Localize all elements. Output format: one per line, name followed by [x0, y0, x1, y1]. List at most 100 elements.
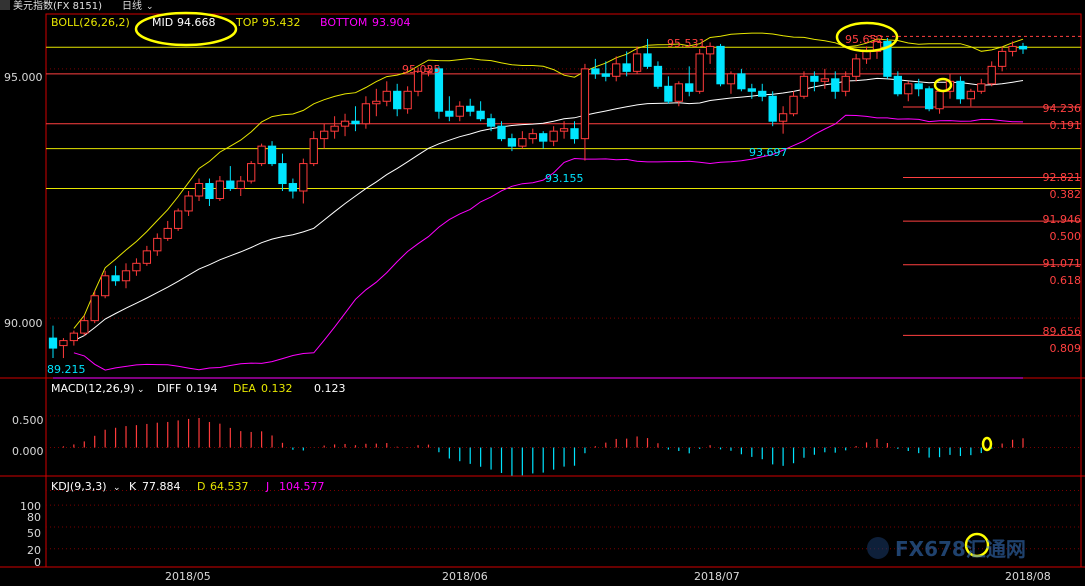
period-label[interactable]: 日线	[122, 0, 142, 12]
candle-down	[956, 80, 965, 100]
fib-price-0382: 92.821	[1043, 171, 1082, 184]
candle-down	[486, 118, 496, 127]
watermark: FX678汇通网	[867, 537, 1026, 561]
candle-down	[622, 63, 631, 72]
candle-down	[810, 75, 819, 82]
candle-down	[591, 68, 600, 75]
diff-value: 0.194	[186, 382, 218, 395]
candle-up	[257, 145, 266, 165]
price-tick-90: 90.000	[4, 317, 43, 330]
candle-down	[497, 125, 506, 140]
price-reference-lines	[46, 35, 1081, 336]
fib-price-0809: 89.656	[1043, 325, 1082, 338]
candle-down	[914, 83, 923, 90]
candle-up	[372, 100, 381, 105]
top-value: 95.432	[262, 16, 301, 29]
fib-ratio-0191: 0.191	[1050, 119, 1082, 132]
macd-histogram	[62, 417, 1024, 476]
macd-grid	[46, 415, 1081, 449]
candle-up	[247, 163, 256, 182]
candle-up	[194, 183, 204, 197]
candle-up	[361, 103, 371, 125]
candle-up	[705, 45, 715, 55]
candle-up	[174, 210, 183, 229]
start-low-annotation: 89.215	[47, 363, 86, 376]
candle-down	[445, 110, 454, 117]
low-annotation-2: 93.697	[749, 146, 788, 159]
candle-up	[632, 53, 642, 72]
mid-label: MID	[152, 16, 173, 29]
boll-mid-line	[73, 77, 1024, 342]
macd-tick-050: 0.500	[12, 414, 44, 427]
candle-down	[768, 95, 777, 122]
candle-up	[299, 163, 308, 192]
candle-down	[111, 275, 120, 282]
candle-up	[966, 90, 975, 100]
dea-label: DEA	[233, 382, 256, 395]
chevron-down-icon[interactable]: ⌄	[113, 483, 121, 493]
kdj-tick-20: 20	[27, 544, 41, 557]
candle-up	[580, 68, 590, 140]
fib-ratio-0382: 0.382	[1050, 188, 1082, 201]
macd-header: MACD(12,26,9) ⌄ DIFF 0.194 DEA 0.132 0.1…	[51, 382, 346, 395]
d-value: 64.537	[210, 480, 249, 493]
candle-down	[653, 65, 663, 87]
candle-down	[476, 110, 485, 120]
candle-up	[215, 180, 225, 199]
candle-up	[59, 340, 68, 347]
candles	[48, 36, 1028, 359]
candle-down	[226, 180, 235, 190]
candle-up	[330, 125, 339, 132]
diff-label: DIFF	[157, 382, 181, 395]
candle-up	[69, 332, 79, 342]
marker-circle	[933, 77, 953, 93]
boll-lines	[73, 32, 1024, 371]
x-tick-2018-06: 2018/06	[442, 570, 488, 583]
candle-up	[320, 130, 329, 140]
candle-down	[737, 73, 746, 90]
boll-name: BOLL(26,26,2)	[51, 16, 130, 29]
candle-up	[987, 65, 996, 85]
chevron-down-icon[interactable]: ⌄	[146, 2, 154, 12]
x-tick-2018-08: 2018/08	[1005, 570, 1051, 583]
fib-labels: 94.236 0.191 92.821 0.382 91.946 0.500 9…	[1043, 102, 1082, 355]
kdj-grid	[46, 490, 1081, 550]
candle-up	[674, 83, 683, 102]
candle-up	[977, 83, 986, 92]
fib-ratio-0618: 0.618	[1050, 274, 1082, 287]
candle-down	[664, 85, 673, 102]
candle-up	[236, 180, 245, 190]
candle-down	[758, 90, 767, 97]
kdj-tick-80: 80	[27, 511, 41, 524]
k-value: 77.884	[142, 480, 181, 493]
kdj-tick-50: 50	[27, 527, 41, 540]
candle-up	[695, 53, 704, 92]
candle-up	[612, 63, 621, 77]
candle-up	[862, 50, 871, 60]
candle-up	[904, 83, 913, 95]
x-tick-2018-05: 2018/05	[165, 570, 211, 583]
candle-up	[820, 78, 829, 82]
candle-up	[413, 70, 423, 92]
boll-top-line	[73, 32, 1024, 329]
candle-down	[685, 83, 694, 92]
candle-down	[278, 163, 287, 185]
candle-up	[403, 90, 412, 110]
candle-down	[831, 78, 840, 92]
candle-up	[935, 90, 944, 110]
fib-price-0500: 91.946	[1043, 213, 1082, 226]
candle-down	[893, 75, 902, 95]
candle-up	[1008, 45, 1017, 52]
x-tick-2018-07: 2018/07	[694, 570, 740, 583]
chevron-down-icon[interactable]: ⌄	[137, 385, 145, 395]
candle-up	[997, 50, 1007, 67]
candle-down	[267, 145, 277, 165]
high-annotation-3: 95.652	[845, 33, 884, 46]
candle-down	[643, 53, 652, 67]
candle-down	[48, 337, 58, 349]
d-label: D	[197, 480, 205, 493]
fib-price-0618: 91.071	[1043, 257, 1082, 270]
candle-up	[80, 320, 89, 334]
